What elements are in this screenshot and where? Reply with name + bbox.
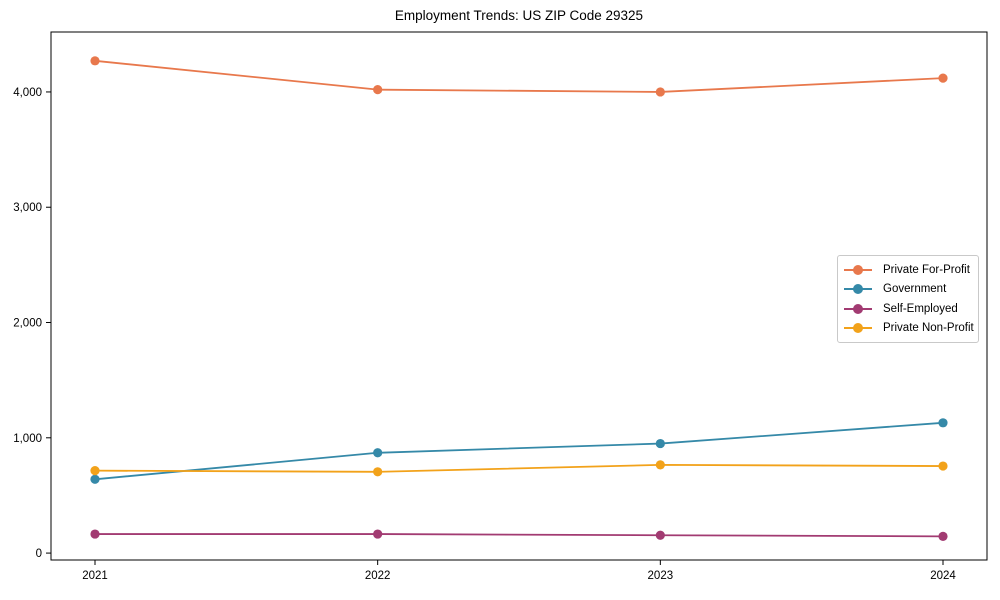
legend-entry-self-employed: Self-Employed [844,299,972,319]
legend-marker-icon [844,323,872,334]
data-point-marker-private-non-profit [373,467,383,477]
series-self-employed [90,529,948,541]
legend-box: Private For-Profit Government Self-Employe… [837,255,979,343]
x-axis: 2021 2022 2023 2024 [82,560,956,582]
data-point-marker-government [938,418,948,428]
legend-entry-government: Government [844,280,972,300]
series-line-self-employed [95,533,944,538]
data-point-marker-government [90,474,100,484]
series-line-private-non-profit [94,463,944,473]
legend-label: Government [883,283,947,296]
x-axis-tick-label: 2021 [82,570,108,582]
y-axis-tick-label: 4,000 [13,87,42,99]
legend-label: Self-Employed [883,302,958,315]
legend-marker-icon [844,284,872,295]
x-axis-tick-label: 2022 [365,570,391,582]
y-axis-tick-label: 0 [36,548,42,560]
series-line-private-for-profit [94,59,944,93]
data-point-marker-private-for-profit [90,56,100,66]
series-government [90,418,948,484]
legend-entry-private-non-profit: Private Non-Profit [844,319,974,339]
data-point-marker-self-employed [655,530,665,540]
data-point-marker-private-for-profit [373,85,383,95]
legend-marker-icon [844,264,872,275]
data-point-marker-private-for-profit [655,87,665,97]
legend-label: Private Non-Profit [883,322,974,335]
y-axis-tick-label: 1,000 [13,433,42,445]
data-point-marker-private-for-profit [938,73,948,83]
data-point-marker-private-non-profit [655,460,665,470]
y-axis: 0 1,000 2,000 3,000 4,000 [13,87,51,560]
data-point-marker-private-non-profit [90,466,100,476]
axes-frame [50,31,988,561]
legend-entry-private-for-profit: Private For-Profit [844,260,972,280]
data-point-marker-government [373,448,383,458]
data-point-marker-private-non-profit [938,461,948,471]
legend-marker-icon [844,303,872,314]
series-private-non-profit [90,460,948,477]
y-axis-tick-label: 3,000 [13,202,42,214]
legend-label: Private For-Profit [883,263,970,276]
data-point-marker-government [655,438,665,449]
series-line-government [94,421,944,481]
data-point-marker-self-employed [373,529,383,539]
chart-title: Employment Trends: US ZIP Code 29325 [394,8,644,23]
x-axis-tick-label: 2023 [648,570,674,582]
y-axis-tick-label: 2,000 [13,318,42,330]
series-private-for-profit [90,56,948,97]
x-axis-tick-label: 2024 [930,570,956,582]
data-point-marker-self-employed [938,531,948,541]
data-point-marker-self-employed [90,529,100,539]
